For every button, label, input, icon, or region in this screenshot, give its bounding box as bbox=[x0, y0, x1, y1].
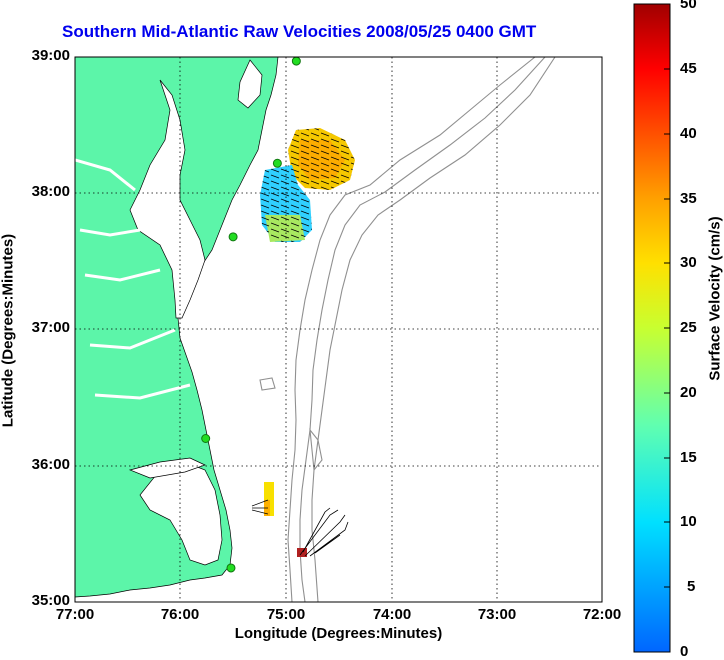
velocity-field-north bbox=[288, 128, 355, 190]
colorbar-tick-label: 25 bbox=[680, 319, 697, 336]
ytick-label: 38:00 bbox=[31, 183, 70, 200]
x-axis-label: Longitude (Degrees:Minutes) bbox=[234, 625, 443, 642]
ytick-label: 37:00 bbox=[31, 319, 70, 336]
station-marker bbox=[228, 232, 238, 242]
station-marker bbox=[226, 563, 236, 573]
y-axis-label: Latitude (Degrees:Minutes) bbox=[0, 233, 17, 428]
station-marker bbox=[201, 434, 211, 443]
xtick-label: 73:00 bbox=[477, 606, 517, 623]
colorbar-tick-label: 50 bbox=[680, 0, 697, 12]
xtick-label: 76:00 bbox=[160, 606, 200, 623]
colorbar-tick-label: 35 bbox=[680, 190, 697, 207]
pamlico-sound bbox=[139, 461, 223, 566]
colorbar-tick-label: 45 bbox=[680, 60, 697, 77]
velocity-field-west bbox=[260, 165, 312, 242]
ytick-label: 39:00 bbox=[31, 47, 70, 64]
velocity-field-south bbox=[251, 482, 349, 557]
colorbar-tick-label: 0 bbox=[680, 643, 689, 660]
colorbar-label: Surface Velocity (cm/s) bbox=[706, 216, 724, 381]
grid bbox=[75, 57, 602, 602]
xtick-label: 72:00 bbox=[582, 606, 622, 623]
ytick-label: 35:00 bbox=[31, 592, 70, 609]
map-title: Southern Mid-Atlantic Raw Velocities 200… bbox=[62, 22, 537, 41]
colorbar-tick-label: 40 bbox=[680, 125, 697, 142]
colorbar-tick-label: 5 bbox=[687, 578, 696, 595]
colorbar-tick-label: 20 bbox=[680, 384, 697, 401]
hf-radar-stations bbox=[201, 56, 301, 573]
colorbar-tick-label: 15 bbox=[680, 449, 697, 466]
ytick-label: 36:00 bbox=[31, 456, 70, 473]
xtick-label: 74:00 bbox=[372, 606, 412, 623]
chesapeake-bay bbox=[129, 79, 206, 319]
colorbar-tick-label: 30 bbox=[680, 254, 697, 271]
rivers bbox=[75, 158, 191, 400]
plot-frame bbox=[74, 56, 603, 603]
colorbar-ticks bbox=[664, 68, 670, 588]
station-marker bbox=[272, 158, 282, 168]
xtick-label: 75:00 bbox=[266, 606, 306, 623]
xtick-label: 77:00 bbox=[55, 606, 95, 623]
land-mainland bbox=[75, 57, 279, 598]
delaware-bay bbox=[237, 59, 263, 109]
colorbar-tick-label: 10 bbox=[680, 513, 697, 530]
bathymetry-contours bbox=[259, 57, 556, 602]
albemarle-sound bbox=[128, 457, 206, 479]
station-marker bbox=[291, 56, 301, 66]
